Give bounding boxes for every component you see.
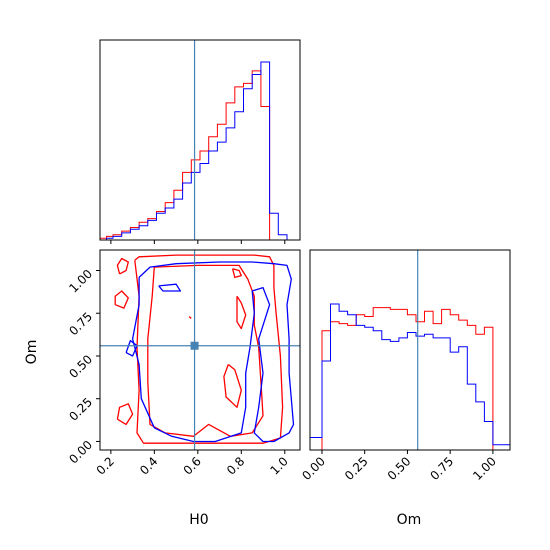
joint-truth-marker	[190, 341, 199, 350]
joint-xtick-label-3: 0.8	[224, 454, 247, 477]
blue-contour-0	[131, 261, 295, 443]
h0-hist-blue	[100, 61, 300, 241]
h0-om-joint-panel: 0.2 0.4 0.6 0.8 1.0 0.00 0.25 0.50 0.75 1.00	[66, 249, 301, 478]
joint-ytick-label-3: 0.75	[66, 309, 95, 338]
joint-xtick-label-2: 0.6	[181, 454, 204, 477]
om-xtick-label-3: 0.75	[427, 454, 456, 483]
red-contour-6	[223, 363, 242, 408]
h0-hist-frame	[99, 39, 301, 241]
joint-contours	[114, 254, 295, 444]
om-xtick-label-1: 0.25	[342, 454, 371, 483]
red-contour-1	[147, 264, 264, 437]
joint-xtick-label-1: 0.4	[137, 454, 160, 477]
h0-histogram-panel	[99, 39, 301, 244]
joint-ytick-label-0: 0.00	[66, 438, 95, 467]
blue-contour-2	[125, 339, 138, 357]
joint-xtick-label-4: 1.0	[268, 454, 291, 477]
om-hist-frame	[309, 249, 511, 451]
om-xtick-label-4: 1.00	[470, 454, 499, 483]
red-contour-4	[116, 257, 129, 275]
red-contour-3	[114, 290, 129, 309]
red-contour-5	[236, 295, 247, 330]
joint-ytick-label-4: 1.00	[66, 267, 95, 296]
om-hist-blue	[310, 303, 510, 446]
red-contour-0	[134, 254, 284, 444]
y-axis-label-om: Om	[24, 340, 40, 365]
x-axis-label-om: Om	[397, 512, 422, 528]
om-hist-red	[310, 307, 510, 451]
om-xtick-label-2: 0.50	[385, 454, 414, 483]
red-contour-7	[231, 268, 242, 279]
blue-contour-1	[158, 283, 182, 292]
joint-frame	[99, 249, 301, 451]
om-histogram-panel: 0.00 0.25 0.50 0.75 1.00	[299, 249, 511, 483]
red-contour-8	[188, 316, 192, 319]
joint-xtick-label-0: 0.2	[94, 454, 117, 477]
joint-ytick-label-1: 0.25	[66, 395, 95, 424]
x-axis-label-h0: H0	[189, 512, 208, 528]
joint-ytick-label-2: 0.50	[66, 352, 95, 381]
om-xtick-label-0: 0.00	[299, 454, 328, 483]
red-contour-2	[116, 403, 134, 426]
